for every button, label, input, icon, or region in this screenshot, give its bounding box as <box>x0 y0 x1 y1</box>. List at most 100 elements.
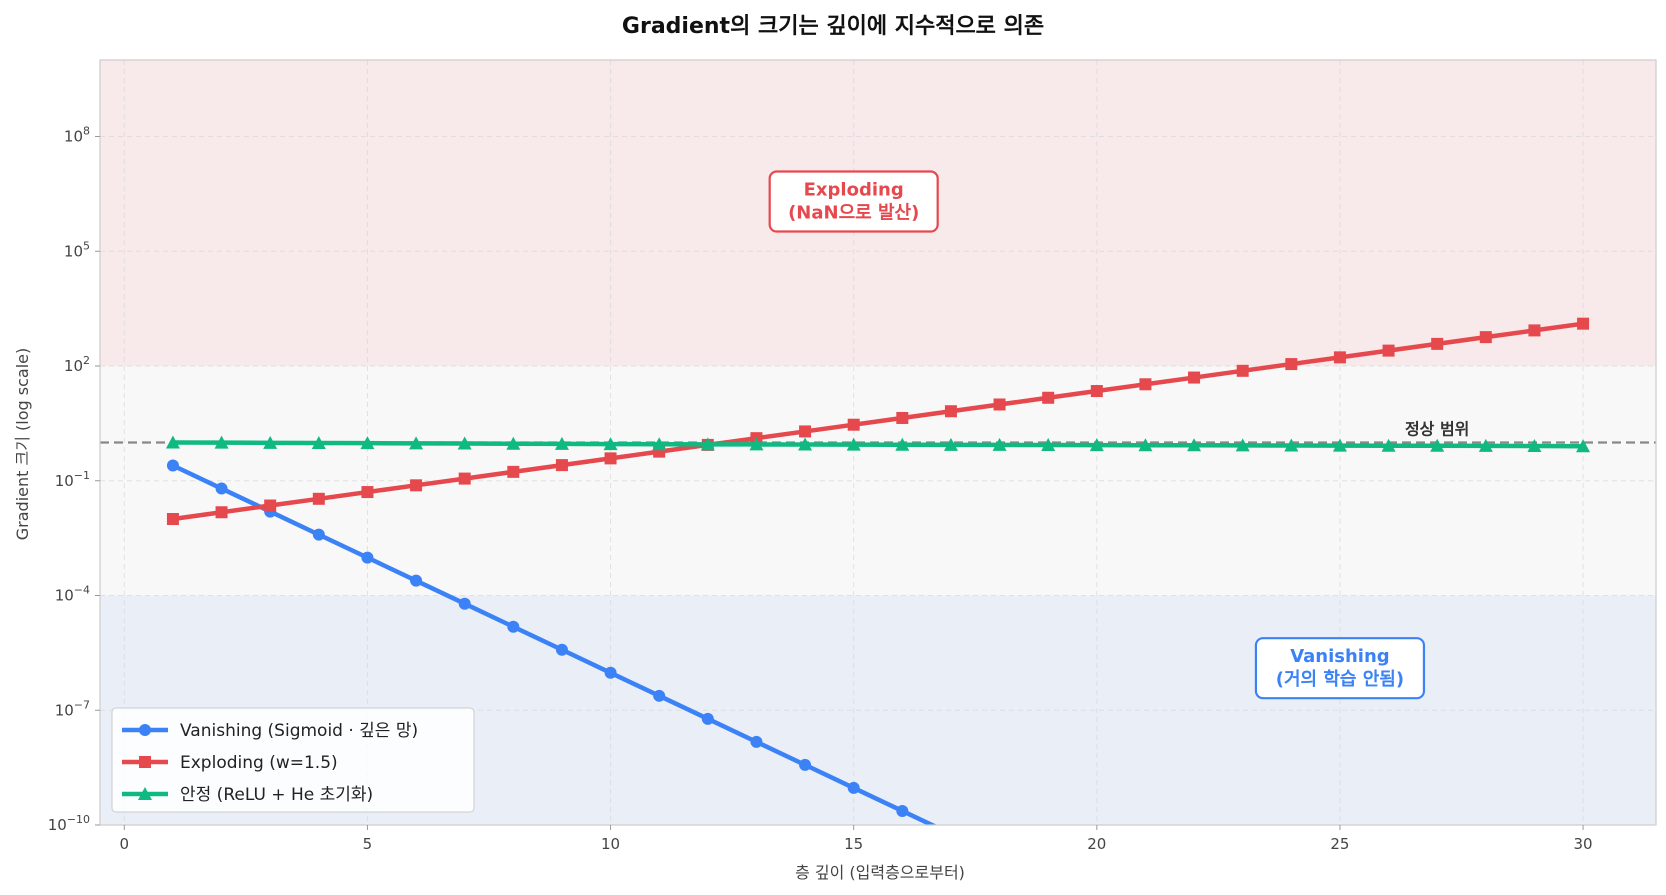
legend-box <box>111 707 475 813</box>
plot-frame <box>99 59 1657 826</box>
data-point <box>1042 391 1055 404</box>
data-point <box>458 472 471 485</box>
annotations-group: Exploding(NaN으로 발산) Vanishing(거의 학습 안됨) <box>768 170 1426 700</box>
x-tick-label: 20 <box>1087 835 1106 853</box>
legend-entry: Exploding (w=1.5) <box>122 753 338 773</box>
data-point <box>1089 438 1104 452</box>
data-point <box>1236 364 1249 377</box>
data-point <box>799 425 812 438</box>
x-tick-label: 30 <box>1574 835 1593 853</box>
data-point <box>215 506 228 519</box>
y-tick-label: 10−7 <box>55 698 90 719</box>
data-point <box>603 437 618 451</box>
exploding-annotation-line: (NaN으로 발산) <box>788 203 919 224</box>
data-point <box>458 597 471 610</box>
exploding-annotation-line: Exploding <box>804 180 904 201</box>
data-point <box>847 781 860 794</box>
y-tick-label: 108 <box>64 125 90 146</box>
legend-label: 안정 (ReLU + He 초기화) <box>180 785 373 805</box>
y-tick-label: 10−10 <box>48 813 90 834</box>
data-point <box>1042 874 1054 886</box>
data-point <box>506 436 521 450</box>
data-point <box>361 551 374 564</box>
exploding-annotation-box <box>768 170 939 233</box>
data-point <box>1090 385 1103 398</box>
data-point <box>409 436 424 450</box>
data-point <box>944 405 957 418</box>
data-point <box>312 492 325 505</box>
legend-entry: Vanishing (Sigmoid · 깊은 망) <box>122 721 418 741</box>
data-point <box>1138 438 1153 452</box>
legend-label: Vanishing (Sigmoid · 깊은 망) <box>180 721 418 741</box>
legend-swatch-marker <box>138 787 152 800</box>
data-point <box>1431 337 1444 350</box>
data-point <box>555 643 568 656</box>
series-2 <box>165 435 1591 453</box>
data-point <box>992 437 1007 451</box>
series-line <box>171 463 938 825</box>
data-point <box>750 735 763 748</box>
data-point <box>555 459 568 472</box>
data-point <box>311 436 326 450</box>
reference-line-label: 정상 범위 <box>1405 420 1469 439</box>
data-point <box>1333 351 1346 364</box>
data-point <box>1576 439 1591 453</box>
data-point <box>701 712 714 725</box>
y-axis-ticks: 108 105 102 10−1 10−4 10−7 10−10 <box>48 125 100 834</box>
series-group <box>165 317 1591 886</box>
data-point <box>798 437 813 451</box>
data-point <box>847 418 860 431</box>
data-point <box>1577 317 1590 330</box>
data-point <box>1284 438 1299 452</box>
x-tick-label: 0 <box>120 835 130 853</box>
data-point <box>1381 438 1396 452</box>
data-point <box>166 513 179 525</box>
data-point <box>263 435 278 449</box>
data-point <box>896 804 909 817</box>
data-point <box>604 452 617 465</box>
x-axis-label: 층 깊이 (입력층으로부터) <box>795 863 965 882</box>
data-point <box>1188 371 1201 384</box>
data-point <box>1430 438 1445 452</box>
data-point <box>1479 331 1492 344</box>
data-point <box>700 437 715 451</box>
data-point <box>799 758 812 771</box>
y-tick-label: 105 <box>64 239 90 260</box>
data-point <box>410 574 423 587</box>
legend-label: Exploding (w=1.5) <box>180 753 338 773</box>
y-axis-label: Gradient 크기 (log scale) <box>13 348 32 540</box>
data-point <box>1139 378 1152 391</box>
data-point <box>361 486 374 499</box>
data-point <box>652 437 667 451</box>
y-tick-label: 10−1 <box>55 469 90 490</box>
data-point <box>994 851 1006 863</box>
x-tick-label: 25 <box>1330 835 1349 853</box>
data-point <box>896 411 909 424</box>
x-tick-label: 15 <box>844 835 863 853</box>
data-point <box>165 435 180 449</box>
legend-entry: 안정 (ReLU + He 초기화) <box>122 785 373 805</box>
data-point <box>945 828 957 840</box>
data-point <box>749 437 764 451</box>
data-point <box>312 528 325 541</box>
data-point <box>507 620 520 633</box>
data-point <box>1285 358 1298 371</box>
data-point <box>846 437 861 451</box>
data-point <box>1041 438 1056 452</box>
data-point <box>1478 438 1493 452</box>
data-point <box>214 435 229 449</box>
data-point <box>1332 438 1347 452</box>
data-point <box>1527 439 1542 453</box>
data-point <box>554 436 569 450</box>
legend: Vanishing (Sigmoid · 깊은 망) Exploding (w=1… <box>111 707 475 813</box>
vanishing-annotation-line: Vanishing <box>1290 646 1389 667</box>
series-0 <box>166 459 1054 886</box>
vanishing-annotation-line: (거의 학습 안됨) <box>1276 668 1404 690</box>
x-tick-label: 5 <box>363 835 373 853</box>
x-axis-ticks: 0 5 10 15 20 25 30 <box>120 825 1593 853</box>
data-point <box>653 689 666 702</box>
data-point <box>1382 344 1395 357</box>
data-point <box>215 482 228 495</box>
data-point <box>507 465 520 478</box>
data-point <box>410 479 423 492</box>
